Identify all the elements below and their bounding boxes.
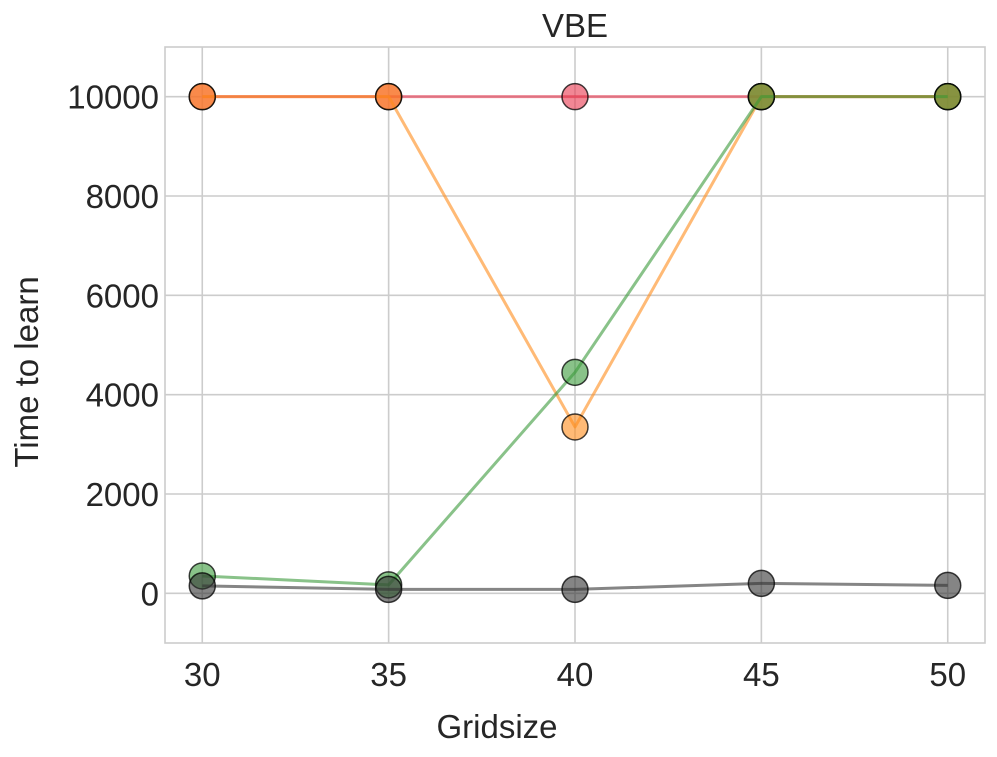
data-point-orange [561, 413, 589, 441]
y-tick-label: 2000 [86, 476, 159, 513]
y-tick-label: 6000 [86, 277, 159, 314]
data-point-green [747, 82, 776, 111]
data-point-green [561, 358, 589, 387]
y-tick-label: 0 [141, 575, 159, 612]
x-tick-label: 45 [743, 656, 780, 693]
series-black [188, 569, 962, 604]
data-point-black [747, 569, 776, 598]
x-tick-label: 30 [184, 656, 221, 693]
data-point-black [188, 572, 217, 600]
y-tick-label: 4000 [86, 377, 159, 414]
x-tick-labels: 30 35 40 45 50 [184, 656, 966, 693]
y-tick-labels: 0 2000 4000 6000 8000 10000 [67, 79, 159, 613]
plot-frame [164, 46, 986, 644]
data-point-orange [374, 82, 403, 111]
data-point-black [561, 575, 589, 604]
data-point-green [933, 82, 962, 111]
x-tick-label: 35 [370, 656, 407, 693]
series-layer [188, 82, 962, 604]
data-point-black [374, 575, 403, 604]
data-point-black [933, 571, 962, 600]
grid [165, 47, 985, 643]
x-tick-label: 50 [929, 656, 966, 693]
y-tick-label: 10000 [67, 79, 159, 116]
y-tick-label: 8000 [86, 178, 159, 215]
chart-title: VBE [542, 7, 608, 44]
data-point-red [561, 82, 589, 111]
x-axis-label: Gridsize [436, 708, 557, 745]
y-axis-label: Time to learn [8, 276, 45, 467]
data-point-orange [188, 82, 217, 111]
x-tick-label: 40 [557, 656, 594, 693]
